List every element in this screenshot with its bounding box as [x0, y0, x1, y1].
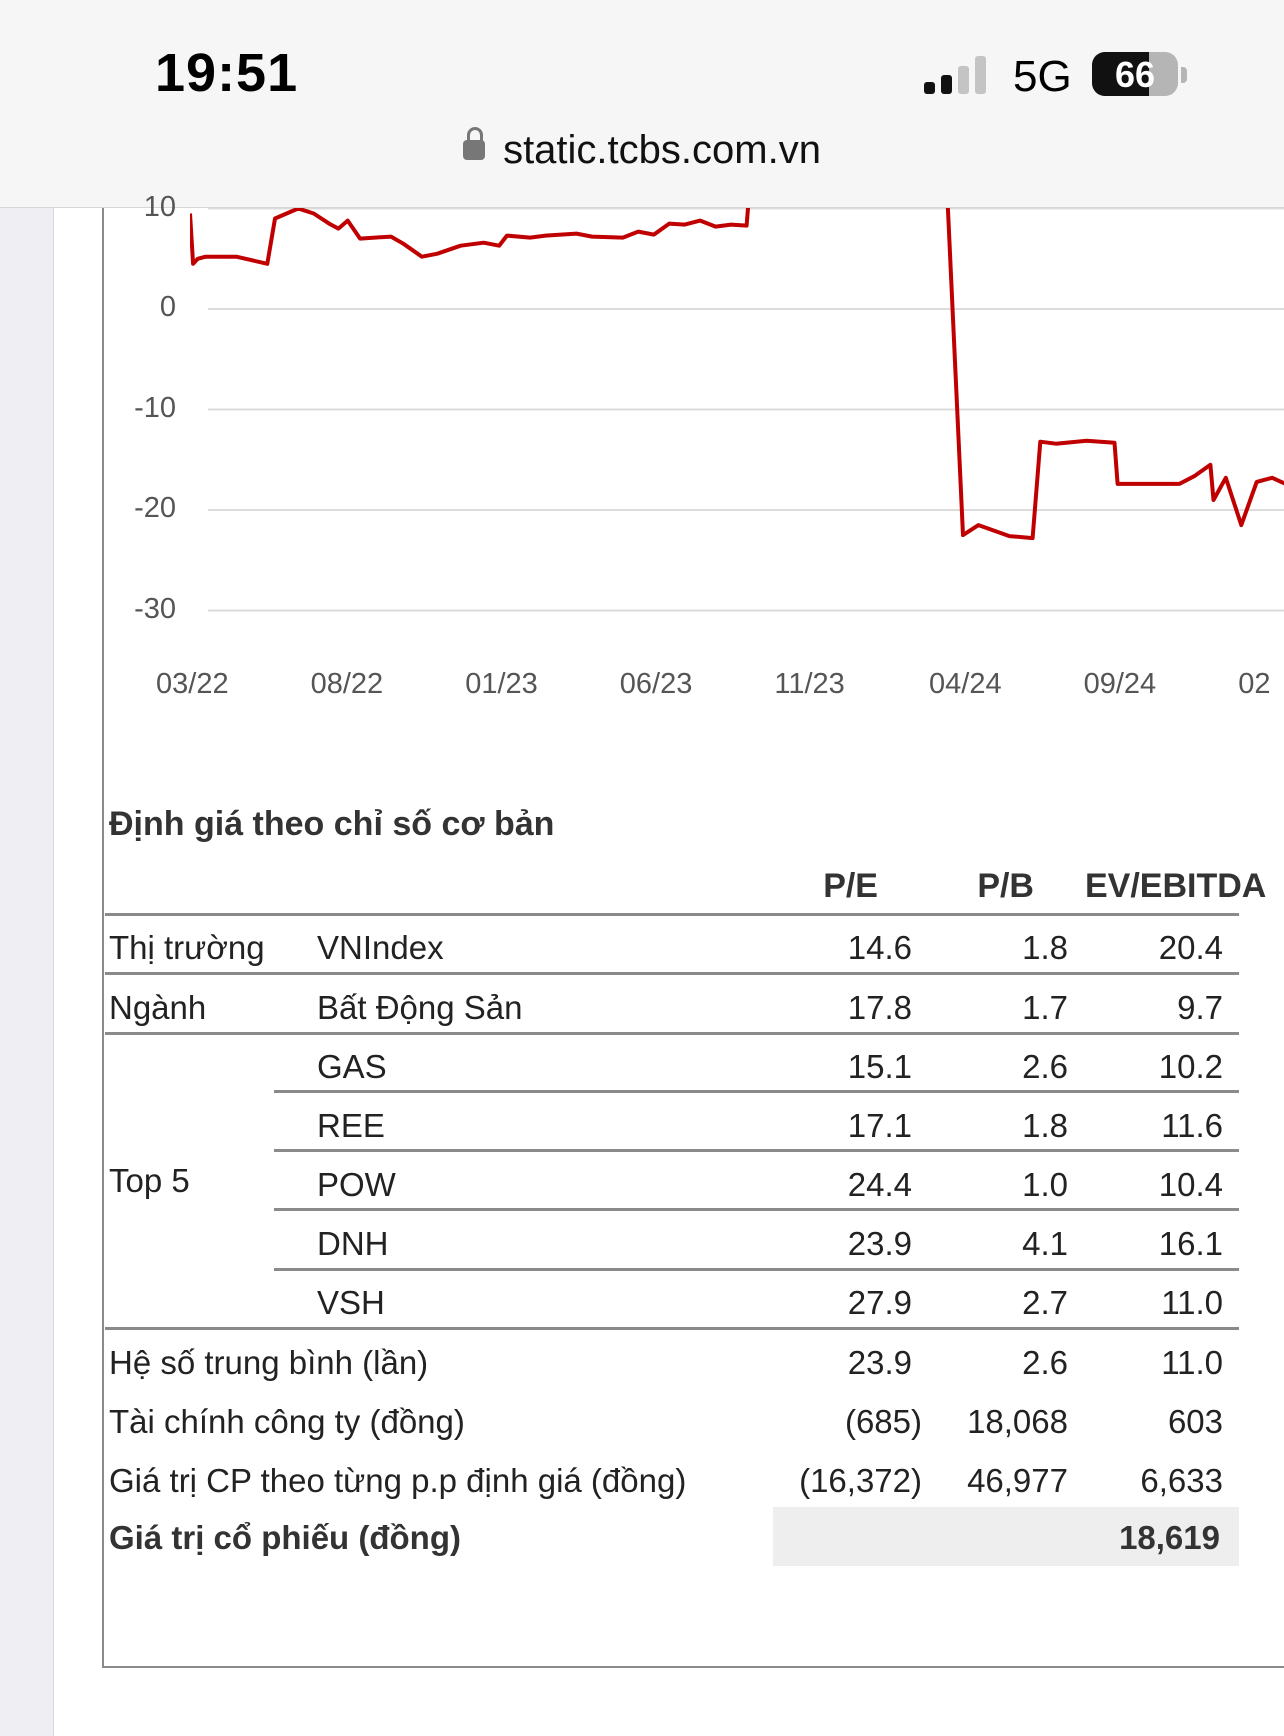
row-pe: 15.1 [847, 1048, 912, 1085]
row-ev: 16.1 [1158, 1225, 1223, 1262]
row-name: Bất Động Sản [317, 989, 523, 1026]
x-tick-label: 02 [1238, 668, 1271, 700]
summary-ev: 11.0 [1161, 1344, 1223, 1381]
table-rule [274, 1149, 1239, 1152]
battery-percent: 66 [1114, 54, 1156, 95]
row-ev: 11.0 [1161, 1284, 1223, 1321]
group-top5: Top 5 [109, 1162, 190, 1199]
summary-ev: 603 [1167, 1403, 1223, 1440]
table-rule [105, 1327, 1239, 1330]
x-tick-label: 06/23 [619, 668, 693, 700]
y-tick-label: -30 [134, 592, 176, 625]
summary-ev: 6,633 [1140, 1462, 1223, 1499]
summary-pb: 2.6 [1022, 1344, 1068, 1381]
header-pe: P/E [823, 867, 878, 905]
row-ev: 9.7 [1177, 989, 1223, 1026]
url-text: static.tcbs.com.vn [503, 128, 821, 172]
network-type: 5G [1013, 52, 1072, 101]
row-pe: 14.6 [847, 929, 912, 966]
row-name: DNH [317, 1225, 389, 1262]
y-tick-label: 10 [143, 190, 176, 223]
series-line [190, 208, 1284, 541]
row-pb: 1.0 [1022, 1166, 1068, 1203]
address-bar[interactable]: static.tcbs.com.vn [0, 127, 1284, 173]
summary-label: Giá trị CP theo từng p.p định giá (đồng) [109, 1462, 687, 1499]
row-name: REE [317, 1107, 385, 1144]
chart-gridlines [208, 208, 1284, 612]
header-ev-ebitda: EV/EBITDA [1085, 867, 1267, 905]
table-rule [105, 913, 1239, 916]
x-tick-label: 08/22 [310, 668, 384, 700]
row-pb: 1.8 [1022, 929, 1068, 966]
total-value: 18,619 [1119, 1519, 1220, 1556]
row-pe: 24.4 [847, 1166, 912, 1203]
lock-icon [463, 127, 486, 161]
row-name: GAS [317, 1048, 387, 1085]
table-rule [274, 1090, 1239, 1093]
section-title: Định giá theo chỉ số cơ bản [109, 805, 555, 843]
battery-tip [1181, 67, 1187, 83]
y-tick-label: -10 [134, 391, 176, 424]
y-tick-label: -20 [134, 492, 176, 524]
status-time: 19:51 [155, 43, 299, 103]
header-pb: P/B [977, 867, 1034, 905]
summary-pb: 18,068 [967, 1403, 1068, 1440]
x-tick-label: 09/24 [1083, 668, 1157, 700]
row-name: VNIndex [317, 929, 444, 966]
row-pb: 4.1 [1022, 1225, 1068, 1262]
row-pb: 1.8 [1022, 1107, 1068, 1144]
row-name: VSH [317, 1284, 385, 1321]
row-pe: 27.9 [847, 1284, 912, 1321]
table-rule [105, 1032, 1239, 1035]
row-ev: 11.6 [1161, 1107, 1223, 1144]
row-name: POW [317, 1166, 396, 1203]
x-tick-label: 11/23 [774, 668, 845, 700]
document-frame [102, 208, 1284, 1668]
x-tick-label: 03/22 [156, 668, 229, 700]
browser-top-bar: 19:51 5G 66 static.tcbs.com.vn [0, 0, 1284, 208]
row-pe: 17.1 [847, 1107, 912, 1144]
chart-series [190, 208, 1284, 541]
summary-pe: (685) [844, 1403, 922, 1440]
row-ev: 10.2 [1158, 1048, 1223, 1085]
row-ev: 20.4 [1158, 929, 1223, 966]
table-rule [274, 1208, 1239, 1211]
summary-pe: 23.9 [847, 1344, 912, 1381]
cellular-signal-icon [924, 56, 986, 94]
summary-pe: (16,372) [799, 1462, 922, 1499]
row-pb: 1.7 [1022, 989, 1068, 1026]
x-tick-label: 04/24 [929, 668, 1002, 700]
table-rule [105, 972, 1239, 975]
summary-label: Hệ số trung bình (lần) [109, 1344, 429, 1381]
total-value-shading [773, 1507, 1239, 1566]
row-pe: 17.8 [847, 989, 912, 1026]
summary-pb: 46,977 [967, 1462, 1068, 1499]
battery-icon: 66 [1092, 52, 1178, 96]
battery-fill [1092, 52, 1149, 96]
y-tick-label: 0 [159, 291, 176, 323]
row-pe: 23.9 [847, 1225, 912, 1262]
row-pb: 2.7 [1022, 1284, 1068, 1321]
row-ev: 10.4 [1158, 1166, 1223, 1203]
x-tick-label: 01/23 [465, 668, 538, 700]
group-industry: Ngành [109, 989, 207, 1026]
page-left-gutter [0, 208, 54, 1736]
group-market: Thị trường [109, 929, 265, 966]
total-label: Giá trị cổ phiếu (đồng) [109, 1519, 461, 1556]
line-chart [190, 208, 1284, 612]
summary-label: Tài chính công ty (đồng) [109, 1403, 465, 1440]
row-pb: 2.6 [1022, 1048, 1068, 1085]
table-rule [274, 1268, 1239, 1271]
